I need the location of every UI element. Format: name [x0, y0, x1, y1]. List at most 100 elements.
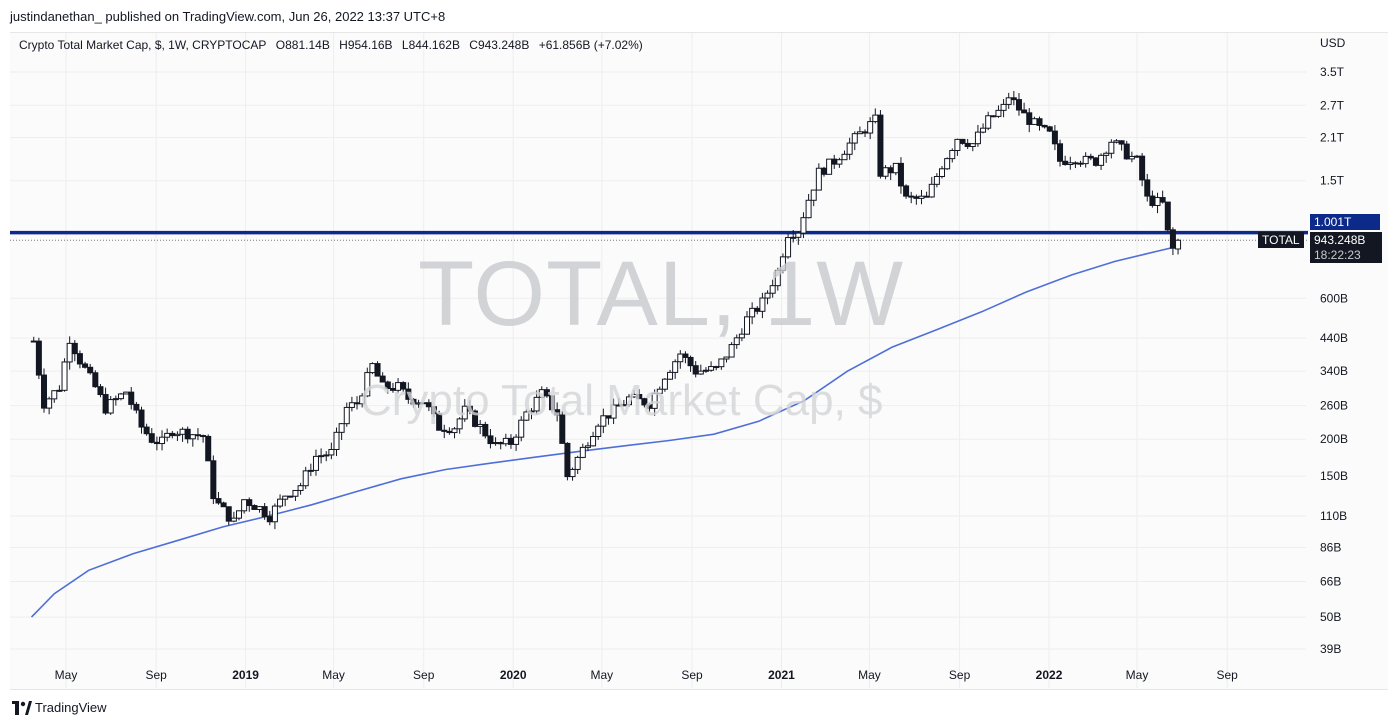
candle-body [738, 333, 745, 339]
candle-body [656, 388, 663, 394]
candle-body [728, 344, 735, 358]
candle [1164, 201, 1171, 233]
candle-body [379, 375, 386, 383]
y-tick-label: 1.5T [1320, 174, 1345, 188]
candle-body [287, 495, 294, 498]
candle [482, 421, 489, 439]
candle [1092, 157, 1099, 167]
candle-body [225, 506, 232, 522]
y-tick-label: 2.7T [1320, 98, 1345, 112]
candle [369, 362, 376, 375]
candle [82, 361, 89, 369]
candle-body [764, 292, 771, 299]
x-tick-label: May [591, 668, 614, 682]
candle [636, 389, 643, 400]
candle [225, 506, 232, 526]
candle-body [590, 435, 597, 447]
y-tick-label: 340B [1320, 364, 1348, 378]
candle-body [1108, 141, 1115, 154]
candle-body [133, 403, 140, 411]
candle-body [374, 363, 381, 377]
candle-body [1005, 97, 1012, 105]
candle-body [543, 389, 550, 397]
candle [543, 387, 550, 398]
candle-body [1098, 154, 1105, 166]
candle-body [810, 189, 817, 201]
candle-body [107, 399, 114, 414]
candle-body [610, 404, 617, 419]
candle [148, 428, 155, 444]
candle-body [908, 195, 915, 198]
candle [153, 436, 160, 451]
candle [374, 361, 381, 377]
x-tick-label: 2021 [768, 668, 795, 682]
candle-body [307, 469, 314, 472]
candle [220, 501, 227, 508]
candle-body [266, 516, 273, 523]
candle-body [954, 138, 961, 151]
candle [1072, 161, 1079, 169]
candle-body [779, 256, 786, 271]
candle-body [1103, 152, 1110, 156]
candle-body [584, 445, 591, 448]
candle-body [333, 431, 340, 450]
candle-body [241, 499, 248, 512]
legend-open: O881.14B [275, 38, 330, 52]
candle [795, 231, 802, 245]
legend-change: +61.856B (+7.02%) [538, 38, 643, 52]
candle-body [846, 142, 853, 155]
candle [354, 396, 361, 410]
candle [882, 165, 889, 180]
candle [1169, 227, 1176, 256]
candle [528, 408, 535, 420]
candle-body [159, 436, 166, 445]
candle [430, 405, 437, 417]
candle-body [102, 394, 109, 414]
candle [87, 363, 94, 375]
candle [297, 482, 304, 495]
candle [184, 426, 191, 444]
candle-body [903, 185, 910, 197]
candle [718, 358, 725, 370]
y-tick-label: 200B [1320, 432, 1348, 446]
candle [692, 361, 699, 378]
candle [892, 162, 899, 176]
candle-body [918, 195, 925, 199]
candle [189, 434, 196, 447]
candle-body [933, 175, 940, 185]
chart-area[interactable] [10, 32, 1388, 690]
candle [359, 393, 366, 408]
y-tick-label: 39B [1320, 642, 1341, 656]
candle-body [1118, 140, 1125, 145]
candle [851, 131, 858, 151]
candle [30, 336, 37, 343]
candle-body [425, 402, 432, 408]
candle [774, 267, 781, 291]
candle [277, 494, 284, 509]
candle-body [1021, 109, 1028, 114]
candle-body [1067, 162, 1074, 165]
currency-label[interactable]: USD [1320, 36, 1346, 50]
candle [1082, 152, 1089, 168]
candle-body [123, 391, 130, 395]
candle-body [528, 410, 535, 413]
tradingview-logo-icon[interactable] [12, 701, 32, 715]
x-tick-label: 2022 [1036, 668, 1063, 682]
candle-body [713, 366, 720, 369]
candle [112, 395, 119, 406]
candle-body [82, 363, 89, 368]
candle-body [661, 378, 668, 390]
y-tick-label: 440B [1320, 331, 1348, 345]
candle [441, 424, 448, 439]
candle-body [184, 428, 191, 440]
candle-body [282, 495, 289, 500]
candle-body [51, 390, 58, 400]
candle-body [913, 196, 920, 199]
candle [687, 355, 694, 372]
candle [723, 356, 730, 363]
tradingview-brand[interactable]: TradingView [35, 700, 107, 715]
candle [749, 302, 756, 325]
candle-body [400, 382, 407, 390]
candle [620, 400, 627, 407]
